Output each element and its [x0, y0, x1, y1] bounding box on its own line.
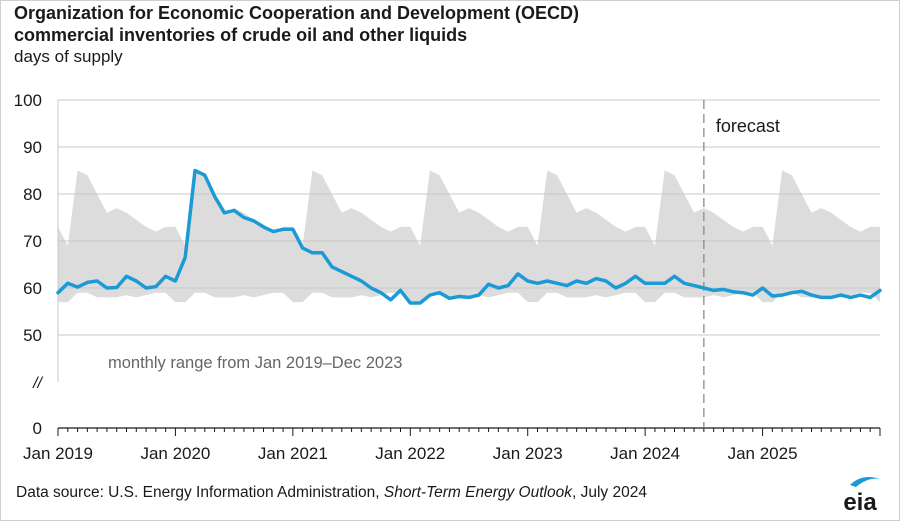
x-tick-label: Jan 2025	[728, 444, 798, 463]
y-tick-label: 60	[23, 279, 42, 298]
eia-logo: eia	[843, 477, 880, 513]
y-tick-label: 70	[23, 232, 42, 251]
x-tick-label: Jan 2019	[23, 444, 93, 463]
x-tick-label: Jan 2022	[375, 444, 445, 463]
y-tick-label: 90	[23, 138, 42, 157]
y-tick-label: 80	[23, 185, 42, 204]
y-axis-break-mark: //	[32, 375, 43, 392]
x-tick-label: Jan 2023	[493, 444, 563, 463]
data-source-note: Data source: U.S. Energy Information Adm…	[16, 484, 647, 502]
x-tick-label: Jan 2021	[258, 444, 328, 463]
chart-subtitle: commercial inventories of crude oil and …	[14, 25, 468, 45]
chart-title: Organization for Economic Cooperation an…	[14, 3, 580, 23]
source-prefix: Data source: U.S. Energy Information Adm…	[16, 484, 384, 501]
y-tick-label: 50	[23, 326, 42, 345]
eia-logo-swoosh	[850, 477, 880, 487]
inventory-days-line	[56, 168, 882, 305]
x-tick-label: Jan 2020	[140, 444, 210, 463]
forecast-label: forecast	[716, 116, 780, 136]
y-axis-unit-label: days of supply	[14, 47, 123, 66]
y-tick-label: 0	[33, 419, 42, 438]
range-band-label: monthly range from Jan 2019–Dec 2023	[108, 354, 402, 372]
source-suffix: , July 2024	[571, 484, 647, 501]
eia-logo-text: eia	[843, 489, 877, 513]
x-tick-label: Jan 2024	[610, 444, 680, 463]
monthly-range-band	[58, 170, 880, 303]
y-tick-label: 100	[14, 91, 42, 110]
source-publication: Short-Term Energy Outlook	[383, 484, 572, 501]
